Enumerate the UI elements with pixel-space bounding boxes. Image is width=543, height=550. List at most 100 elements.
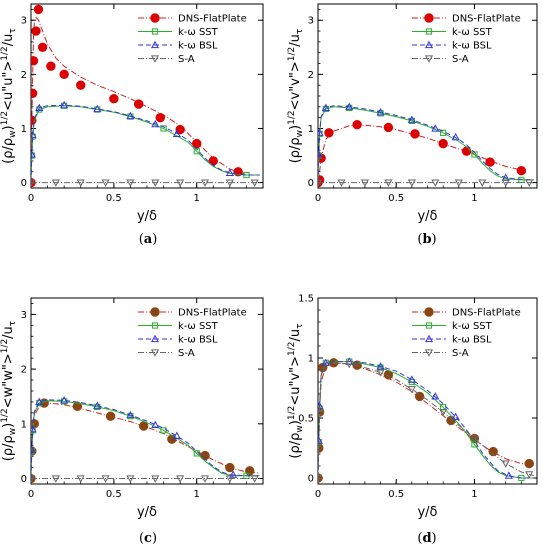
series-marker-kbsl	[321, 358, 330, 366]
series-marker-dnsflatplate	[134, 99, 144, 109]
series-marker-dnsflatplate	[225, 462, 235, 473]
legend-label: S-A	[452, 54, 469, 65]
y-axis-label-part: (ρ/ρ	[288, 433, 303, 459]
legend-label: k-ω BSL	[452, 335, 492, 346]
y-axis-label-part: (ρ/ρ	[1, 435, 16, 461]
legend-marker	[150, 334, 160, 343]
series-marker-kbsl	[126, 111, 135, 120]
series-group	[318, 357, 535, 483]
series-marker-kbsl	[407, 375, 416, 383]
series-marker-sa	[470, 435, 479, 443]
y-axis-label-part: τ	[295, 29, 305, 34]
caption-letter: b	[422, 232, 431, 247]
x-tick-label: 0.5	[106, 489, 122, 500]
y-axis-label-part: <u"v">	[288, 356, 303, 406]
x-axis-label: y/δ	[137, 505, 157, 520]
series-marker-sa	[31, 179, 36, 187]
y-axis-label: (ρ/ρw)1/2<v"v">1/2/uτ	[287, 29, 305, 164]
series-marker-dnsflatplate	[33, 4, 44, 15]
series-marker-kbsl	[151, 119, 160, 128]
series-marker-sa	[200, 179, 210, 187]
series-marker-kbsl	[31, 425, 37, 433]
y-axis-label-part: <v"v">	[288, 61, 303, 110]
legend-marker	[424, 349, 434, 357]
legend-marker	[150, 55, 160, 63]
series-marker-kbsl	[431, 124, 440, 132]
legend-marker	[150, 307, 160, 317]
series-marker-sa	[151, 475, 160, 483]
x-tick-label: 1	[194, 489, 200, 500]
caption-paren-open: (	[139, 232, 144, 247]
y-axis-label-part: 1/2	[0, 339, 10, 353]
panel-caption: (c)	[139, 531, 157, 546]
y-axis-label-part: )	[288, 125, 303, 130]
series-marker-dnsflatplate	[485, 157, 495, 167]
x-tick-label: 0	[315, 193, 321, 204]
legend-marker	[424, 40, 434, 49]
y-axis-label-part: /u	[288, 34, 303, 47]
series-marker-dnsflatplate	[245, 466, 255, 476]
series-marker-sa	[318, 179, 323, 187]
caption-paren-close: )	[152, 531, 157, 546]
series-line-kbsl	[31, 104, 260, 183]
caption-letter: a	[144, 232, 153, 247]
series-marker-dnsflatplate	[383, 122, 394, 133]
series-marker-sa	[407, 386, 416, 394]
panel-c: 0 0.5 10123y/δ(ρ/ρw)1/2<w"w">1/2/uτDNS-Fla…	[0, 297, 264, 546]
caption-paren-close: )	[152, 232, 157, 247]
series-marker-sa	[407, 179, 416, 187]
series-marker-sa	[51, 179, 60, 187]
legend-label: DNS-FlatPlate	[452, 14, 521, 25]
series-marker-dnsflatplate	[414, 391, 425, 402]
y-axis-label-part: <u"u">	[1, 61, 16, 111]
y-tick-label: 1	[21, 124, 27, 135]
x-axis-label: y/δ	[417, 505, 437, 520]
y-tick-label: 0	[21, 178, 27, 189]
series-marker-sa	[337, 179, 346, 187]
panel-a: 0 0.5 10123y/δ(ρ/ρw)1/2<u"u">1/2/uτDNS-Fla…	[0, 3, 264, 247]
legend-marker	[425, 322, 433, 329]
x-tick-label: 0	[28, 193, 34, 204]
series-marker-kbsl	[35, 397, 44, 406]
panel-d: 0 0.5 100.511.5y/δ(ρ/ρw)1/2<u"v">1/2/uτDNS…	[287, 294, 538, 546]
series-marker-kbsl	[151, 420, 160, 429]
series-line-kbsl	[318, 105, 534, 183]
y-axis-label-part: w	[295, 130, 305, 137]
legend-marker	[424, 55, 434, 63]
series-marker-dnsflatplate	[516, 165, 527, 176]
series-marker-sa	[525, 179, 534, 187]
y-axis-label-part: /u	[1, 326, 16, 339]
series-marker-dnsflatplate	[324, 128, 334, 138]
y-axis-label-part: 1/2	[287, 110, 297, 124]
legend-label: DNS-FlatPlate	[452, 308, 521, 319]
x-tick-label: 1	[194, 193, 200, 204]
y-tick-label: 2	[308, 70, 314, 81]
series-marker-ksst	[160, 125, 167, 132]
series-marker-sa	[76, 179, 85, 187]
series-marker-kbsl	[35, 103, 44, 112]
y-axis-label-part: 1/2	[0, 408, 10, 422]
series-marker-kbsl	[318, 150, 323, 158]
series-marker-sa	[51, 475, 60, 483]
series-marker-kbsl	[345, 102, 354, 110]
legend-label: DNS-FlatPlate	[178, 308, 247, 319]
series-line-dnsflatplate	[318, 124, 525, 183]
y-tick-label: 0	[308, 178, 314, 189]
series-marker-kbsl	[172, 431, 181, 439]
series-marker-kbsl	[126, 410, 135, 419]
series-marker-dnsflatplate	[175, 124, 185, 135]
y-tick-label: 2	[21, 365, 27, 376]
y-axis-label-part: )	[1, 125, 16, 130]
series-marker-dnsflatplate	[109, 94, 119, 104]
legend-label: k-ω SST	[178, 27, 219, 38]
series-marker-dnsflatplate	[524, 458, 534, 469]
series-marker-dnsflatplate	[31, 56, 39, 66]
legend-label: S-A	[178, 348, 195, 359]
series-marker-kbsl	[451, 412, 460, 420]
series-marker-kbsl	[376, 108, 385, 116]
series-marker-kbsl	[31, 445, 36, 454]
y-axis-label-part: 1/2	[0, 46, 10, 60]
series-marker-sa	[501, 460, 510, 468]
y-tick-label: 3	[21, 16, 27, 27]
series-marker-dnsflatplate	[488, 446, 498, 457]
